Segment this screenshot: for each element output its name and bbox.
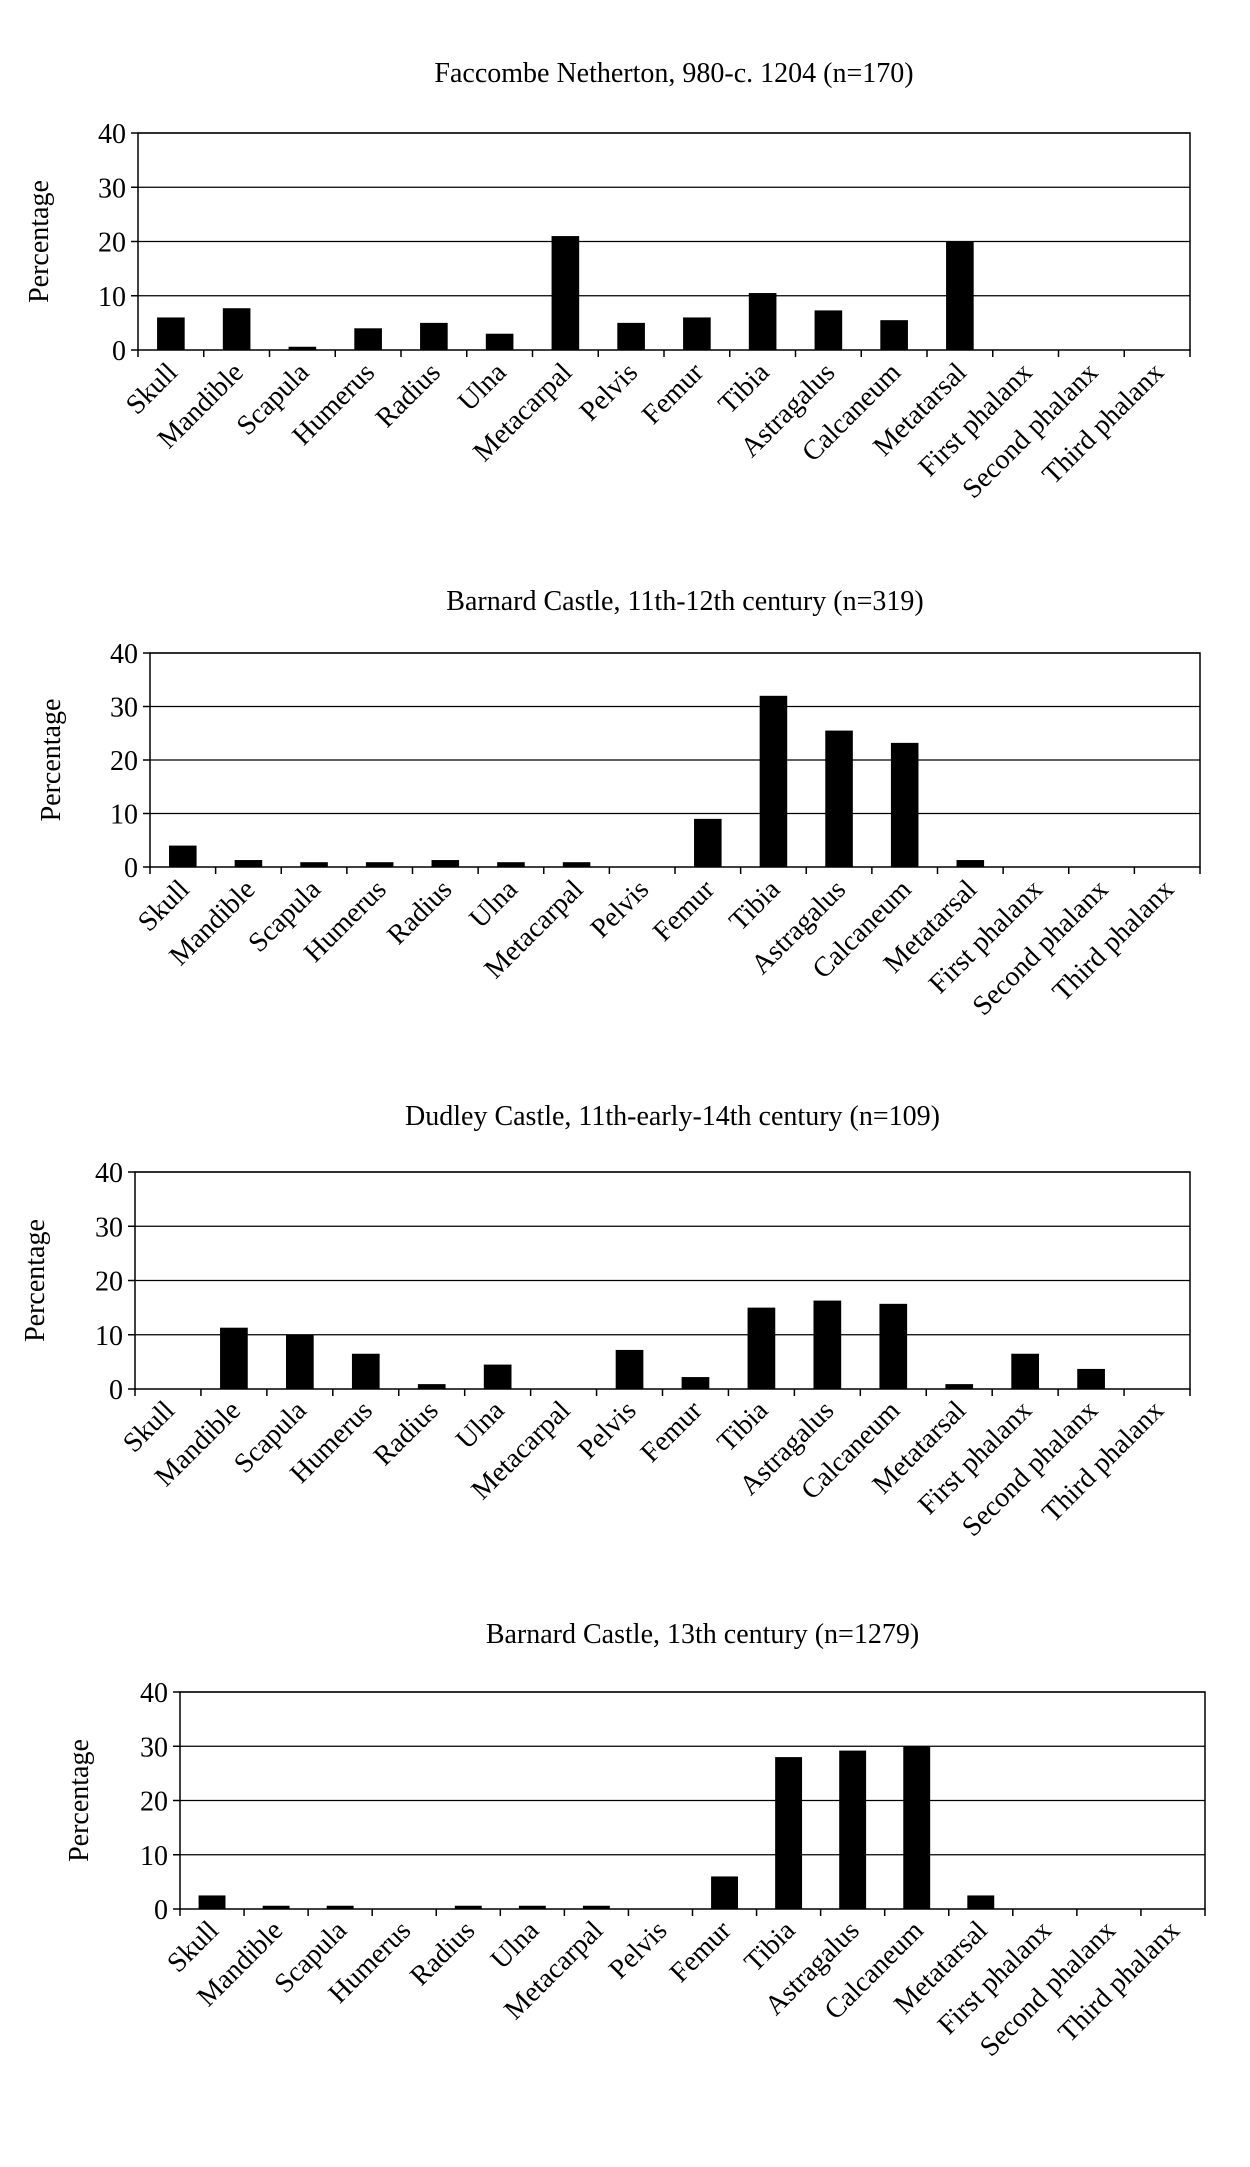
bar-second-phalanx: [1077, 1368, 1105, 1389]
x-tick-label: Femur: [647, 874, 721, 948]
bar-scapula: [300, 862, 328, 867]
x-tick-label: Pelvis: [603, 1915, 673, 1985]
bar-astragalus: [839, 1750, 867, 1909]
chart-title: Barnard Castle, 13th century (n=1279): [486, 1619, 919, 1650]
bar-metatarsal: [945, 1384, 974, 1389]
bar-ulna: [485, 333, 514, 350]
chart-title: Dudley Castle, 11th-early-14th century (…: [405, 1101, 940, 1132]
x-tick-label: Femur: [635, 1395, 709, 1469]
y-tick-label: 10: [98, 282, 126, 313]
y-tick-label: 0: [154, 1895, 168, 1926]
bar-metacarpal: [582, 1905, 610, 1909]
bar-mandible: [220, 1327, 248, 1389]
chart-title: Barnard Castle, 11th-12th century (n=319…: [446, 586, 923, 617]
x-tick-label: Pelvis: [574, 357, 644, 427]
y-tick-label: 10: [140, 1841, 168, 1872]
bar-radius: [431, 860, 460, 867]
bar-humerus: [365, 862, 394, 867]
bar-pelvis: [615, 1349, 644, 1389]
bar-humerus: [351, 1353, 380, 1389]
x-tick-label: Femur: [636, 357, 710, 431]
bar-pelvis: [617, 322, 645, 350]
bar-mandible: [234, 860, 263, 867]
y-tick-label: 30: [140, 1732, 168, 1763]
bar-metatarsal: [946, 241, 974, 350]
y-tick-label: 40: [140, 1678, 168, 1709]
bar-calcaneum: [880, 320, 908, 350]
y-tick-label: 30: [98, 173, 126, 204]
bar-skull: [198, 1895, 226, 1909]
y-axis-label: Percentage: [64, 1739, 95, 1862]
x-tick-label: Ulna: [450, 1395, 511, 1456]
bar-calcaneum: [890, 742, 919, 867]
bar-metatarsal: [956, 860, 985, 867]
bar-mandible: [222, 308, 251, 350]
bar-first-phalanx: [1011, 1353, 1040, 1389]
chart-panel-1: Faccombe Netherton, 980-c. 1204 (n=170) P…: [24, 58, 1191, 505]
bar-femur: [711, 1876, 738, 1909]
y-tick-label: 30: [95, 1212, 123, 1243]
bar-femur: [681, 1377, 710, 1389]
bar-astragalus: [813, 1300, 842, 1389]
y-tick-label: 20: [140, 1787, 168, 1818]
y-tick-label: 0: [112, 336, 126, 367]
bar-radius: [420, 322, 448, 350]
x-tick-label: Radius: [404, 1915, 481, 1992]
bar-calcaneum: [903, 1746, 931, 1909]
y-tick-label: 40: [110, 639, 138, 670]
x-tick-label: Radius: [370, 357, 447, 434]
x-tick-label: Radius: [368, 1395, 445, 1472]
bar-ulna: [483, 1364, 512, 1389]
bar-scapula: [288, 346, 317, 350]
y-tick-label: 10: [110, 800, 138, 831]
y-tick-label: 20: [98, 228, 126, 259]
chart-panel-2: Barnard Castle, 11th-12th century (n=319…: [36, 586, 1201, 1022]
bar-tibia: [748, 293, 777, 350]
y-tick-label: 0: [124, 853, 138, 884]
chart-panel-4: Barnard Castle, 13th century (n=1279) Per…: [64, 1619, 1206, 2063]
y-tick-label: 0: [109, 1375, 123, 1406]
chart-panel-3: Dudley Castle, 11th-early-14th century (…: [20, 1101, 1191, 1543]
bar-femur: [683, 317, 711, 350]
bar-calcaneum: [879, 1303, 908, 1389]
y-axis-label: Percentage: [20, 1219, 51, 1342]
x-tick-label: Pelvis: [585, 874, 655, 944]
y-tick-label: 10: [95, 1321, 123, 1352]
y-tick-label: 40: [95, 1158, 123, 1189]
bar-radius: [454, 1905, 482, 1909]
y-tick-label: 40: [98, 119, 126, 150]
bar-ulna: [518, 1905, 546, 1909]
x-tick-label: Pelvis: [572, 1395, 642, 1465]
y-tick-label: 20: [110, 746, 138, 777]
bar-tibia: [759, 695, 788, 867]
bar-mandible: [262, 1905, 290, 1909]
bar-scapula: [326, 1905, 354, 1909]
bar-metacarpal: [562, 862, 591, 867]
bar-skull: [169, 845, 197, 867]
bar-metacarpal: [551, 236, 580, 350]
bar-skull: [157, 317, 185, 350]
y-tick-label: 20: [95, 1267, 123, 1298]
bar-astragalus: [814, 310, 843, 350]
bar-metatarsal: [967, 1895, 995, 1909]
bar-astragalus: [825, 730, 853, 867]
bar-femur: [694, 818, 722, 867]
y-axis-label: Percentage: [36, 699, 67, 822]
x-tick-label: Femur: [664, 1915, 738, 1989]
y-tick-label: 30: [110, 693, 138, 724]
bar-tibia: [747, 1307, 776, 1389]
bar-ulna: [497, 862, 525, 867]
bar-humerus: [354, 328, 382, 350]
bar-radius: [417, 1384, 446, 1389]
bar-scapula: [285, 1334, 314, 1389]
bar-tibia: [775, 1757, 803, 1909]
y-axis-label: Percentage: [24, 180, 55, 303]
x-tick-label: Radius: [381, 874, 458, 951]
chart-title: Faccombe Netherton, 980-c. 1204 (n=170): [434, 58, 913, 89]
